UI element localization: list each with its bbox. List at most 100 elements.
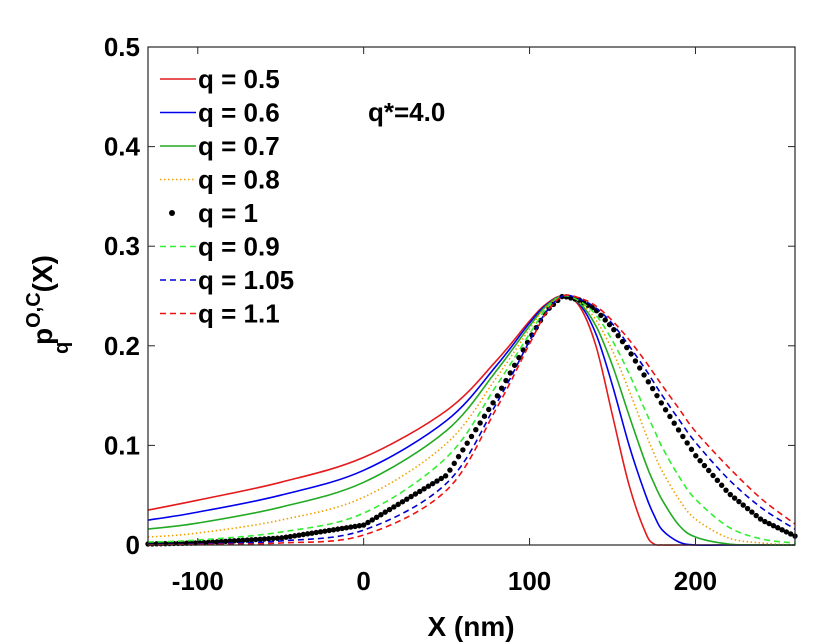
data-point	[335, 526, 341, 532]
data-point	[348, 524, 354, 530]
data-point	[749, 509, 755, 515]
data-point	[753, 512, 759, 519]
data-point	[662, 407, 669, 413]
axes	[147, 46, 796, 546]
data-point	[624, 344, 630, 351]
data-point	[460, 447, 466, 453]
data-point	[723, 487, 729, 493]
y-tick-label: 0	[126, 530, 140, 560]
data-point	[697, 457, 703, 464]
data-point	[507, 370, 514, 376]
data-point	[649, 385, 656, 392]
data-point	[736, 498, 742, 505]
legend-entry: q = 0.6	[160, 98, 280, 128]
series-line-q-0-6	[147, 295, 795, 547]
data-point	[222, 538, 229, 545]
data-point	[520, 347, 526, 353]
data-point	[404, 496, 410, 502]
legend-label: q = 1.1	[198, 299, 280, 329]
x-tick-label: 200	[674, 566, 717, 596]
legend-entry: q = 0.9	[160, 232, 280, 262]
data-point	[266, 536, 272, 542]
y-ticks: 0 0.1 0.2 0.3 0.4 0.5	[104, 32, 795, 560]
data-point	[473, 427, 479, 433]
series-line-q-1-05	[147, 294, 796, 546]
series-line-q-0-7	[147, 295, 796, 546]
y-tick-label: 0.1	[104, 430, 140, 460]
y-tick-label: 0.5	[104, 32, 140, 62]
data-point	[740, 502, 746, 508]
data-point	[606, 321, 613, 328]
data-point	[511, 362, 518, 368]
data-point	[291, 533, 298, 539]
legend-entry: q = 1.1	[160, 299, 280, 329]
data-point	[481, 413, 488, 419]
data-point	[322, 528, 328, 534]
legend: q = 0.5 q = 0.6q = 0.7 q = 0.8q = 1 q = 0.9…	[160, 64, 294, 329]
data-point	[378, 512, 384, 518]
data-point	[421, 486, 427, 492]
data-point	[304, 531, 311, 537]
data-point	[706, 467, 712, 474]
y-label-arg: (X)	[27, 255, 58, 292]
data-point	[710, 472, 716, 479]
data-point	[494, 393, 501, 399]
data-point	[615, 332, 621, 339]
svg-text:pO,C(X): pO,C(X)	[23, 255, 58, 345]
data-point	[417, 488, 423, 495]
data-point	[787, 531, 794, 537]
x-tick-label: -100	[172, 566, 224, 596]
y-axis-label: pO,C(X) q	[23, 255, 73, 354]
series-line-q-0-9	[147, 294, 796, 544]
data-point	[395, 501, 401, 508]
data-point	[309, 530, 315, 536]
data-point	[313, 529, 319, 536]
data-point	[244, 537, 250, 543]
data-point	[300, 531, 306, 538]
legend-label: q = 0.9	[198, 232, 280, 262]
data-point	[235, 537, 242, 544]
data-point	[731, 495, 738, 501]
data-point	[356, 523, 363, 529]
data-point	[516, 354, 522, 361]
data-point	[373, 514, 380, 521]
data-point	[408, 493, 414, 500]
data-point	[503, 377, 509, 384]
data-point	[727, 491, 733, 498]
legend-label: q = 0.5	[198, 64, 280, 94]
data-point	[434, 478, 440, 484]
data-point	[248, 537, 255, 543]
data-point	[296, 532, 302, 538]
data-point	[762, 518, 768, 525]
data-point	[412, 491, 419, 497]
legend-label: q = 0.7	[198, 131, 280, 161]
data-point	[447, 467, 453, 473]
x-tick-label: 100	[508, 566, 551, 596]
data-point	[464, 440, 470, 446]
data-point	[386, 506, 393, 513]
data-point	[270, 535, 276, 542]
data-point	[343, 525, 350, 531]
legend-entry: q = 0.5	[160, 64, 280, 94]
data-point	[602, 317, 608, 323]
data-point	[365, 519, 371, 526]
legend-entry: q = 1.05	[160, 265, 294, 295]
legend-entry: q = 0.8	[160, 165, 280, 195]
data-point	[645, 379, 652, 385]
data-point	[279, 535, 285, 541]
legend-label: q = 0.6	[198, 98, 280, 128]
legend-entry: q = 0.7	[160, 131, 280, 161]
axes-box	[147, 46, 796, 546]
data-point	[637, 365, 643, 371]
data-point	[477, 420, 483, 426]
data-point	[693, 453, 699, 459]
data-point	[339, 525, 345, 532]
data-point	[240, 537, 246, 543]
data-point	[468, 433, 475, 440]
data-point	[775, 525, 781, 531]
data-point	[641, 372, 647, 378]
data-point	[227, 538, 233, 544]
data-point	[490, 400, 496, 406]
data-point	[391, 504, 397, 510]
